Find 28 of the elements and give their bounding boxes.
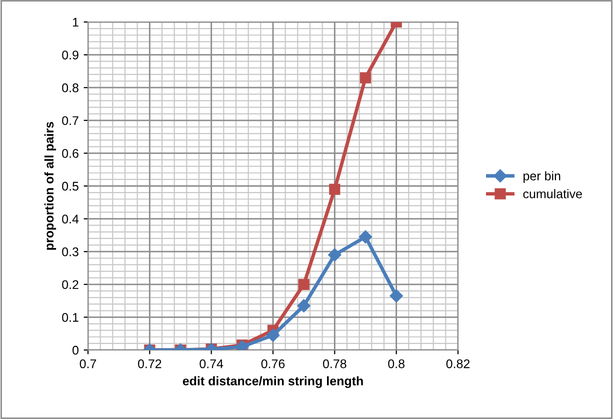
y-tick-label: 0.9 (62, 50, 78, 60)
point (297, 299, 310, 312)
x-axis-title: edit distance/min string length (182, 376, 363, 388)
legend-label: cumulative (523, 189, 582, 198)
y-axis-title: proportion of all pairs (44, 122, 56, 250)
point (390, 289, 403, 302)
y-tick-label: 0.3 (62, 247, 78, 256)
x-tick-label: 0.82 (446, 359, 470, 368)
x-tick-label: 0.7 (80, 359, 96, 368)
point (328, 248, 342, 262)
y-tick-label: 0 (72, 346, 78, 355)
y-tick-label: 0.6 (62, 149, 78, 158)
x-tick-label: 0.72 (138, 359, 162, 368)
y-tick-label: 1 (72, 18, 78, 27)
legend-label: per bin (524, 171, 560, 183)
x-tick-label: 0.8 (388, 359, 404, 368)
x-tick-label: 0.76 (261, 359, 285, 368)
x-tick-label: 0.74 (200, 359, 224, 368)
y-tick-label: 0.2 (62, 280, 78, 290)
point (358, 230, 372, 244)
y-tick-label: 0.7 (62, 116, 78, 126)
point (329, 184, 340, 195)
y-tick-label: 0.8 (62, 83, 78, 92)
point (298, 278, 310, 290)
x-tick-label: 0.78 (322, 359, 346, 368)
y-tick-label: 0.4 (62, 214, 79, 224)
y-tick-label: 0.5 (62, 182, 78, 191)
y-tick-label: 0.1 (62, 313, 78, 322)
